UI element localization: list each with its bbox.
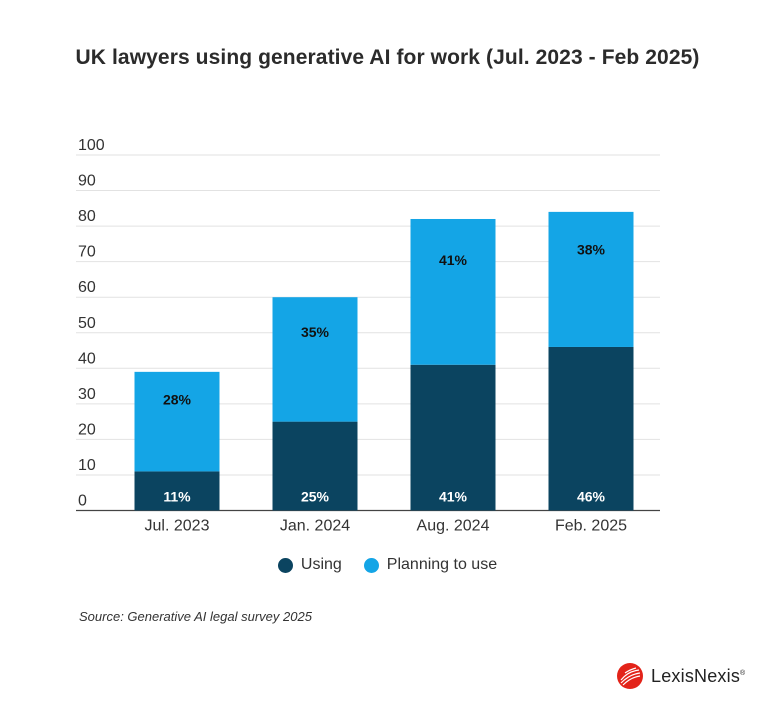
y-tick-label: 90	[78, 173, 96, 190]
y-tick-label: 20	[78, 421, 96, 438]
value-labels: 11% 28% Jul. 2023 25% 35% Jan. 2024 41% 41% Aug.…	[145, 242, 628, 535]
y-tick-label: 10	[78, 457, 96, 474]
bar-using	[548, 346, 634, 511]
bar-planning	[134, 371, 220, 472]
legend-label-planning: Planning to use	[386, 556, 498, 573]
legend-item-planning: Planning to use	[363, 556, 498, 574]
value-label-using: 11%	[163, 489, 191, 505]
x-category-label: Feb. 2025	[555, 518, 627, 535]
y-tick-label: 70	[78, 244, 96, 261]
legend-item-using: Using	[277, 556, 342, 574]
legend-swatch-planning	[363, 557, 379, 573]
legend: Using Planning to use	[0, 556, 775, 574]
bar-using	[410, 364, 496, 511]
gridlines: 0 10 20 30 40 50 60 70 80 90 100	[76, 137, 660, 512]
brand-logo: LexisNexis®	[615, 661, 745, 691]
y-tick-label: 80	[78, 208, 96, 225]
x-category-label: Jan. 2024	[280, 518, 350, 535]
source-note: Source: Generative AI legal survey 2025	[79, 609, 312, 624]
y-tick-label: 60	[78, 279, 96, 296]
legend-swatch-using	[277, 557, 293, 573]
y-tick-label: 100	[78, 137, 105, 154]
bar-planning	[410, 218, 496, 365]
value-label-using: 41%	[439, 489, 468, 505]
value-label-planning: 35%	[301, 324, 330, 340]
chart-title: UK lawyers using generative AI for work …	[75, 46, 700, 69]
lexisnexis-logo-icon	[617, 663, 643, 689]
y-tick-label: 50	[78, 315, 96, 332]
value-label-planning: 28%	[163, 392, 192, 408]
y-tick-label: 0	[78, 493, 87, 510]
bar-using	[134, 471, 220, 511]
bars	[134, 211, 634, 511]
value-label-using: 46%	[577, 489, 606, 505]
bar-planning	[272, 297, 358, 422]
y-tick-label: 40	[78, 350, 96, 367]
brand-name: LexisNexis®	[651, 665, 746, 686]
bar-using	[272, 421, 358, 511]
x-category-label: Jul. 2023	[145, 518, 210, 535]
value-label-using: 25%	[301, 489, 330, 505]
legend-label-using: Using	[300, 556, 342, 573]
value-label-planning: 38%	[577, 242, 606, 258]
bar-planning	[548, 211, 634, 347]
value-label-planning: 41%	[439, 252, 468, 268]
x-category-label: Aug. 2024	[417, 518, 490, 535]
y-tick-label: 30	[78, 386, 96, 403]
